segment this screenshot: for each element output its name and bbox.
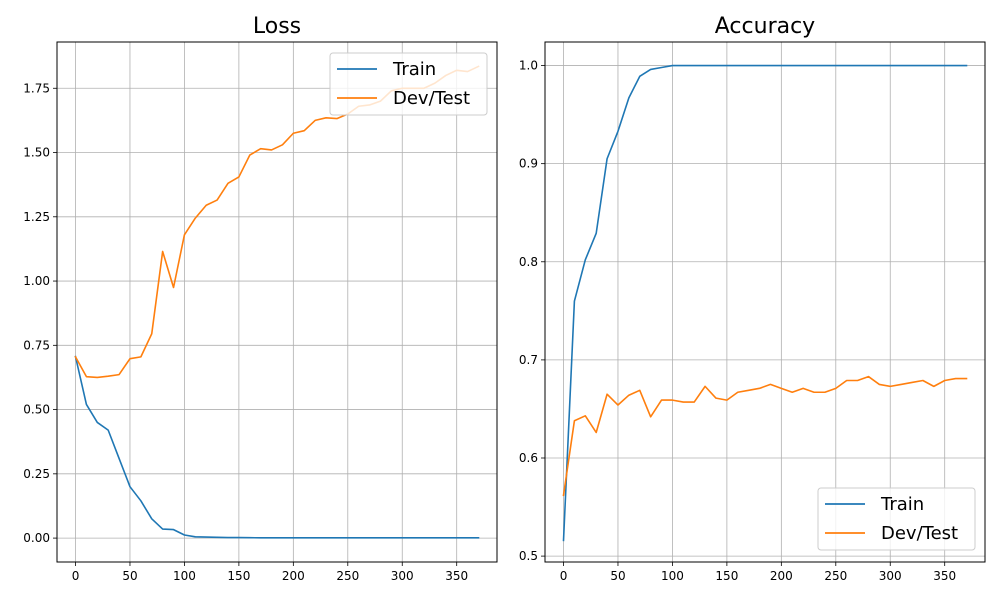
accuracy-x-tick-label: 50 [610,569,625,583]
loss-x-tick-label: 250 [336,569,359,583]
loss-x-tick-label: 350 [445,569,468,583]
accuracy-series-dev-test-line [562,375,968,497]
accuracy-legend-label-train: Train [880,494,924,515]
accuracy-y-tick-label: 0.5 [519,549,538,563]
loss-axes-frame [56,41,498,563]
accuracy-x-tick-label: 300 [879,569,902,583]
loss-y-tick-label: 1.25 [23,210,50,224]
accuracy-y-tick-label: 0.7 [519,353,538,367]
loss-y-tick-label: 1.00 [23,274,50,288]
accuracy-axes-frame [544,41,986,563]
loss-x-tick-label: 200 [282,569,305,583]
loss-x-tick-label: 100 [173,569,196,583]
loss-y-tick-label: 1.75 [23,81,50,95]
accuracy-x-tick-label: 350 [933,569,956,583]
loss-y-tick-label: 1.50 [23,146,50,160]
accuracy-x-tick-label: 200 [770,569,793,583]
accuracy-x-tick-label: 0 [560,569,568,583]
loss-x-tick-label: 300 [391,569,414,583]
accuracy-legend-label-dev-test: Dev/Test [881,523,958,544]
loss-y-tick-label: 0.75 [23,338,50,352]
loss-legend: Train Dev/Test [329,52,488,116]
loss-title: Loss [253,14,301,39]
accuracy-y-tick-label: 0.6 [519,451,538,465]
accuracy-y-tick-label: 0.8 [519,255,538,269]
accuracy-series-train-line [562,64,968,542]
accuracy-legend: Train Dev/Test [817,487,976,551]
loss-legend-label-dev-test: Dev/Test [393,88,470,109]
loss-x-tick-label: 0 [72,569,80,583]
accuracy-panel: 0 50 100 150 200 250 300 350 0.5 0.6 0.7 0.8 0.9 1.0 A… [519,14,986,583]
accuracy-y-tick-label: 0.9 [519,157,538,171]
accuracy-y-tick-label: 1.0 [519,59,538,73]
accuracy-x-tick-label: 150 [715,569,738,583]
loss-series-train-line [74,355,480,539]
accuracy-x-tick-label: 250 [824,569,847,583]
loss-x-tick-label: 150 [227,569,250,583]
loss-x-tick-label: 50 [122,569,137,583]
accuracy-title: Accuracy [715,14,815,39]
loss-y-tick-label: 0.50 [23,403,50,417]
loss-legend-label-train: Train [392,59,436,80]
loss-panel: 0 50 100 150 200 250 300 350 0.00 0.25 0.50 0.75 1.0… [23,14,498,583]
accuracy-x-tick-label: 100 [661,569,684,583]
loss-y-tick-label: 0.00 [23,531,50,545]
loss-y-tick-label: 0.25 [23,467,50,481]
